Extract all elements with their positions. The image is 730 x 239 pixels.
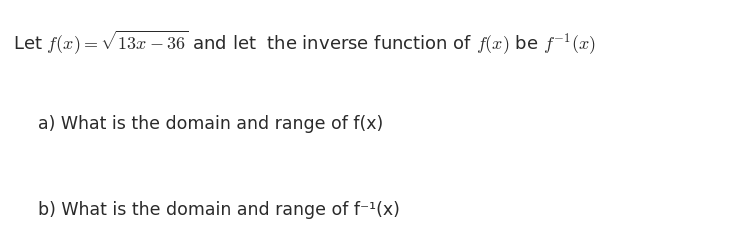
- Text: Let $f(x) = \sqrt{13x-36}$ and let  the inverse function of $f(x)$ be $f^{-1}(x): Let $f(x) = \sqrt{13x-36}$ and let the i…: [13, 29, 596, 56]
- Text: a) What is the domain and range of f(x): a) What is the domain and range of f(x): [38, 115, 383, 133]
- Text: b) What is the domain and range of f⁻¹(x): b) What is the domain and range of f⁻¹(x…: [38, 201, 400, 219]
